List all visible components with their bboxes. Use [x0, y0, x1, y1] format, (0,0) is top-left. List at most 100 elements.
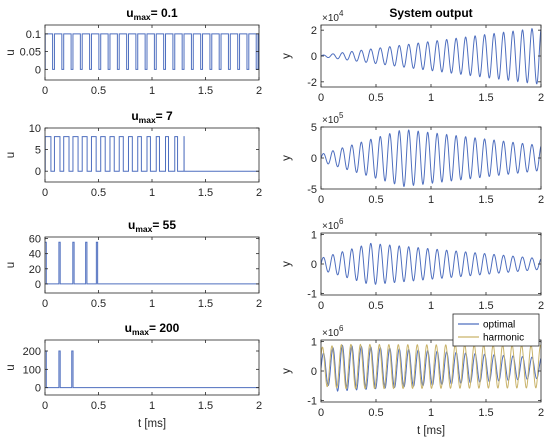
y-tick-label: 60: [29, 234, 41, 246]
y-tick-label: 0: [311, 366, 317, 378]
y-tick-label: 0: [311, 51, 317, 63]
y-tick-label: 100: [23, 364, 41, 376]
title-main: u: [125, 321, 132, 335]
series-line-1: [321, 242, 541, 285]
x-tick-label: 0: [318, 407, 324, 419]
x-tick-label: 2: [256, 187, 262, 199]
x-tick-label: 0.5: [368, 300, 383, 312]
x-tick-label: 1.5: [478, 92, 493, 104]
title-suffix: = 7: [156, 109, 173, 123]
x-tick-label: 0: [318, 300, 324, 312]
x-tick-label: 2: [538, 92, 544, 104]
y-tick-label: 5: [35, 145, 41, 157]
x-tick-label: 2: [256, 400, 262, 412]
y-axis-label: y: [281, 261, 293, 267]
x-tick-label: 0.5: [368, 407, 383, 419]
y-tick-label: 0: [35, 166, 41, 178]
plot-area: [45, 128, 259, 182]
y-axis-label: y: [281, 53, 293, 59]
y-tick-label: 0.1: [26, 29, 41, 41]
y-tick-label: 1: [311, 336, 317, 348]
x-tick-label: 0.5: [368, 92, 383, 104]
x-tick-label: 1: [149, 85, 155, 97]
x-tick-label: 1.5: [198, 400, 213, 412]
exponent-label: ×105: [322, 111, 344, 126]
legend-label-optimal: optimal: [483, 320, 515, 331]
y-axis-label: y: [281, 155, 293, 161]
exponent-power: 6: [339, 217, 344, 226]
x-tick-label: 2: [538, 300, 544, 312]
x-tick-label: 2: [538, 407, 544, 419]
subplot-title: umax= 55: [128, 218, 176, 234]
title-suffix: = 0.1: [151, 6, 178, 20]
y-tick-label: 20: [29, 264, 41, 276]
title-main: u: [126, 6, 133, 20]
y-tick-label: 1: [311, 229, 317, 241]
subplot-title: umax= 0.1: [126, 6, 178, 22]
title-subscript: max: [134, 12, 151, 22]
x-tick-label: 0: [42, 187, 48, 199]
x-tick-label: 0.5: [91, 298, 106, 310]
x-tick-label: 1.5: [478, 194, 493, 206]
y-axis-label: u: [5, 49, 17, 55]
y-tick-label: 40: [29, 249, 41, 261]
title-main: u: [128, 218, 135, 232]
y-tick-label: 200: [23, 346, 41, 358]
x-tick-label: 2: [538, 194, 544, 206]
x-tick-label: 0: [318, 194, 324, 206]
exponent-label: ×104: [322, 9, 344, 24]
title-subscript: max: [139, 115, 156, 125]
y-tick-label: 10: [29, 123, 41, 135]
series-line-1: [321, 27, 541, 85]
title-main: u: [131, 109, 138, 123]
y-tick-label: 0: [35, 383, 41, 395]
x-tick-label: 1: [149, 298, 155, 310]
x-axis-label: t [ms]: [417, 425, 445, 437]
legend-box: [452, 313, 540, 347]
subplot-title: System output: [389, 6, 472, 20]
exponent-label: ×106: [322, 217, 344, 232]
exponent-label: ×106: [322, 324, 344, 339]
x-tick-label: 0.5: [91, 187, 106, 199]
series-line-1: [45, 241, 259, 285]
y-tick-label: 5: [311, 122, 317, 134]
x-tick-label: 0: [42, 298, 48, 310]
x-tick-label: 0.5: [368, 194, 383, 206]
series-line-1: [45, 33, 259, 70]
x-tick-label: 0.5: [91, 85, 106, 97]
y-axis-label: u: [5, 364, 17, 370]
subplot-title: umax= 200: [125, 321, 180, 337]
x-tick-label: 2: [256, 298, 262, 310]
y-tick-label: 0: [311, 153, 317, 165]
y-tick-label: 0: [311, 259, 317, 271]
subplot-title: umax= 7: [131, 109, 173, 125]
x-tick-label: 1: [149, 400, 155, 412]
series-line-harmonic: [321, 343, 541, 390]
exponent-power: 4: [339, 9, 344, 18]
x-tick-label: 1: [428, 300, 434, 312]
legend-label-harmonic: harmonic: [483, 333, 524, 344]
legend: optimal harmonic: [452, 313, 540, 347]
title-subscript: max: [132, 327, 149, 337]
x-tick-label: 0: [42, 400, 48, 412]
y-axis-label: u: [5, 152, 17, 158]
y-tick-label: 0: [35, 64, 41, 76]
x-tick-label: 1.5: [198, 298, 213, 310]
x-tick-label: 1.5: [478, 300, 493, 312]
title-subscript: max: [135, 224, 152, 234]
y-tick-label: 0.05: [20, 47, 41, 59]
y-tick-label: -1: [307, 289, 317, 301]
x-axis-label: t [ms]: [138, 418, 166, 430]
x-tick-label: 0: [318, 92, 324, 104]
title-suffix: = 55: [152, 218, 176, 232]
exponent-power: 5: [339, 111, 344, 120]
y-tick-label: -5: [307, 184, 317, 196]
title-main: System output: [389, 6, 472, 20]
